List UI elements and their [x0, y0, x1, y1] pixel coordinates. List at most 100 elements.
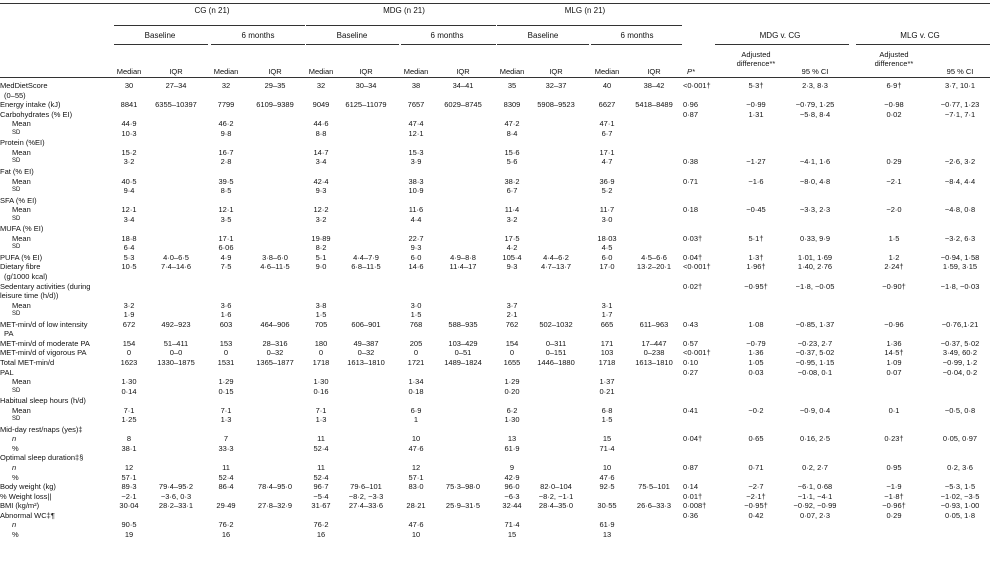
table-cell: 16 — [316, 529, 326, 539]
table-cell: 15 — [507, 529, 517, 539]
mlg-ci: 1·59, 3·15 — [942, 262, 978, 272]
top-rule — [0, 3, 990, 4]
table-cell: 10·3 — [121, 128, 137, 138]
mlg-6m-rule — [591, 44, 682, 45]
table-cell: 0·18 — [408, 386, 424, 396]
table-cell: 5·3 — [123, 252, 135, 262]
row-label: SD — [12, 416, 21, 423]
table-cell: 38–42 — [643, 81, 665, 90]
table-cell: 0·21 — [599, 386, 615, 396]
row-label: PAL — [0, 367, 14, 377]
table-cell: 9·3 — [410, 243, 422, 253]
mlg-ci: −0·37, 5·02 — [940, 338, 980, 348]
table-cell: 26·6–33·3 — [636, 501, 672, 511]
table-cell: 4·5–6·6 — [641, 252, 667, 262]
table-cell: 12·1 — [408, 128, 424, 138]
iqr-header: IQR — [169, 67, 183, 76]
mdg-6m-header: 6 months — [430, 31, 464, 40]
row-label: Body weight (kg) — [0, 482, 56, 492]
table-cell: 12 — [124, 463, 134, 472]
table-cell: 4·4–7·9 — [353, 252, 379, 262]
table-cell: 30–34 — [355, 81, 377, 90]
table-cell: 28–316 — [262, 338, 288, 348]
table-cell: 154 — [122, 338, 136, 348]
mlg-adj-diff: 1·5 — [888, 233, 900, 243]
table-cell: 42·4 — [313, 176, 329, 186]
mlg-adj-diff: 1·2 — [888, 252, 900, 262]
table-cell: 0–238 — [643, 348, 665, 358]
table-cell: −2·1 — [121, 491, 137, 501]
row-label: leisure time (h/d)) — [0, 291, 59, 301]
table-cell: 46·2 — [218, 119, 234, 129]
table-cell: 27·4–33·6 — [348, 501, 384, 511]
row-label: MedDietScore — [0, 81, 48, 90]
table-cell: 11·4 — [504, 205, 520, 215]
table-cell: 27–34 — [165, 81, 187, 90]
table-cell: 47·4 — [408, 119, 424, 129]
table-cell: 5418–8489 — [635, 100, 673, 110]
mdg-ci: −0·37, 5·02 — [795, 348, 835, 358]
mlg-adj-diff: −0·90† — [882, 281, 906, 291]
row-label: Mid-day rest/naps (yes)‡ — [0, 424, 83, 434]
table-cell: 0–32 — [266, 348, 284, 358]
mdg-adj-diff: 1·3† — [748, 252, 764, 262]
row-label: Mean — [12, 233, 31, 243]
row-label: Abnormal WC‡¶ — [0, 510, 55, 520]
mlg-adj-diff: −0·96 — [884, 319, 904, 329]
table-cell: 17·1 — [218, 233, 234, 243]
table-cell: 1·34 — [408, 377, 424, 387]
row-label: % Weight loss|| — [0, 491, 52, 501]
mlg-ci: 0·05, 0·97 — [942, 434, 978, 444]
table-cell: 1·37 — [599, 377, 615, 387]
p-value: 0·14 — [683, 482, 699, 492]
table-cell: 3·4 — [123, 214, 135, 224]
table-cell: 11·7 — [599, 205, 615, 215]
mlg-adj-diff: −1·9 — [886, 482, 902, 492]
table-cell: 40 — [602, 81, 612, 90]
mdg-adj-diff: 1·31 — [748, 109, 764, 119]
table-cell: 2·1 — [506, 310, 518, 320]
table-cell: 1718 — [598, 357, 616, 367]
table-cell: 3·0 — [601, 214, 613, 224]
row-label: Mean — [12, 377, 31, 387]
table-cell: 1·5 — [601, 415, 613, 425]
mdg-adj-diff: 5·3† — [748, 81, 764, 90]
table-cell: 75·5–101 — [638, 482, 670, 492]
table-cell: 7·1 — [315, 405, 327, 415]
table-cell: 6029–8745 — [444, 100, 482, 110]
table-cell: 1365–1877 — [256, 357, 294, 367]
table-cell: 6·06 — [218, 243, 234, 253]
mdg-adj-diff: −0·99 — [746, 100, 766, 110]
mlg-base-rule — [497, 44, 589, 45]
table-cell: 33·3 — [218, 443, 234, 453]
table-cell: 47·6 — [599, 472, 615, 482]
table-cell: 9·4 — [123, 186, 135, 196]
row-label: MUFA (% EI) — [0, 224, 44, 234]
median-header: Median — [213, 67, 239, 76]
table-cell: 0 — [509, 348, 515, 358]
row-label: % — [12, 529, 19, 539]
table-cell: 1·3 — [220, 415, 232, 425]
mdg-adj-diff-header-1: Adjusted — [741, 50, 771, 59]
table-cell: 14·6 — [408, 262, 424, 272]
cg-group-header: CG (n 21) — [194, 6, 230, 15]
table-cell: 30 — [124, 81, 134, 90]
table-cell: 1 — [413, 415, 419, 425]
table-cell: 1·30 — [313, 377, 329, 387]
table-cell: 17·5 — [504, 233, 520, 243]
mlg-ci: −7·1, 7·1 — [944, 109, 976, 119]
row-label: PA — [4, 329, 14, 339]
table-cell: 18·8 — [121, 233, 137, 243]
mlg-ci: −2·6, 3·2 — [944, 157, 976, 167]
table-cell: 611–963 — [639, 319, 669, 329]
table-cell: 762 — [505, 319, 519, 329]
table-cell: 3·2 — [315, 214, 327, 224]
row-label: Mean — [12, 147, 31, 157]
table-cell: 153 — [219, 338, 233, 348]
table-cell: 1718 — [312, 357, 330, 367]
cg-6m-rule — [211, 44, 305, 45]
mdg-ci: −4·1, 1·6 — [799, 157, 831, 167]
table-cell: 17–447 — [641, 338, 667, 348]
table-cell: 49–387 — [353, 338, 379, 348]
mlg-ci: −0·04, 0·2 — [942, 367, 978, 377]
